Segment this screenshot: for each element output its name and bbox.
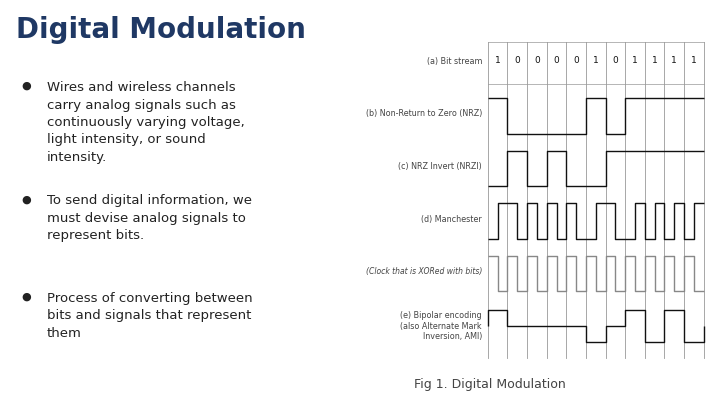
Text: Wires and wireless channels
carry analog signals such as
continuously varying vo: Wires and wireless channels carry analog…: [47, 81, 245, 164]
Text: 1: 1: [671, 55, 677, 64]
Text: ●: ●: [22, 292, 32, 302]
Text: (c) NRZ Invert (NRZI): (c) NRZ Invert (NRZI): [398, 162, 482, 171]
Text: ●: ●: [22, 81, 32, 91]
Text: (Clock that is XORed with bits): (Clock that is XORed with bits): [366, 267, 482, 276]
Text: 1: 1: [632, 55, 638, 64]
Text: 1: 1: [652, 55, 657, 64]
Text: (d) Manchester: (d) Manchester: [421, 215, 482, 224]
Text: 1: 1: [495, 55, 500, 64]
Text: ●: ●: [22, 194, 32, 205]
Text: Digital Modulation: Digital Modulation: [16, 16, 306, 44]
Text: 0: 0: [534, 55, 540, 64]
Text: 0: 0: [573, 55, 579, 64]
Text: 0: 0: [613, 55, 618, 64]
Text: (b) Non-Return to Zero (NRZ): (b) Non-Return to Zero (NRZ): [366, 109, 482, 118]
Text: Fig 1. Digital Modulation: Fig 1. Digital Modulation: [414, 378, 566, 391]
Text: To send digital information, we
must devise analog signals to
represent bits.: To send digital information, we must dev…: [47, 194, 252, 243]
Text: 1: 1: [593, 55, 598, 64]
Text: 0: 0: [554, 55, 559, 64]
Text: (e) Bipolar encoding
(also Alternate Mark
Inversion, AMI): (e) Bipolar encoding (also Alternate Mar…: [400, 311, 482, 341]
Text: Process of converting between
bits and signals that represent
them: Process of converting between bits and s…: [47, 292, 253, 340]
Text: 0: 0: [514, 55, 520, 64]
Text: 1: 1: [691, 55, 697, 64]
Text: (a) Bit stream: (a) Bit stream: [426, 57, 482, 66]
